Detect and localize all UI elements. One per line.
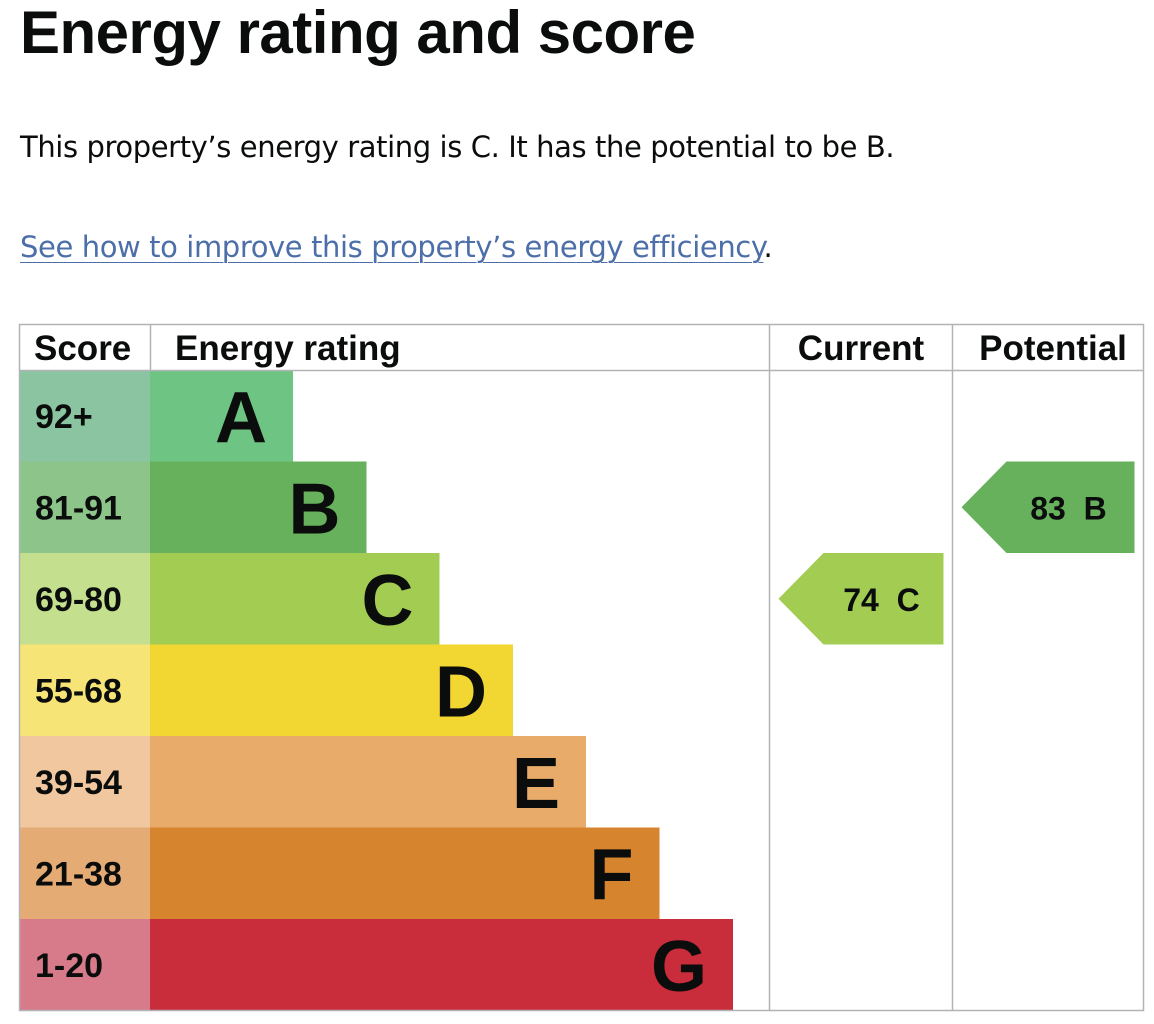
- header-potential: Potential: [979, 329, 1127, 368]
- score-range-f: 21-38: [35, 855, 122, 893]
- improve-link-line: See how to improve this property’s energ…: [20, 227, 773, 267]
- score-cell-c: [19, 553, 150, 645]
- header-energy-rating: Energy rating: [175, 329, 401, 368]
- score-range-d: 55-68: [35, 672, 122, 710]
- link-suffix: .: [763, 230, 773, 264]
- header-score: Score: [34, 329, 131, 368]
- current-rating-arrow: [778, 553, 944, 645]
- score-range-g: 1-20: [35, 947, 103, 985]
- score-range-c: 69-80: [35, 581, 122, 619]
- rating-letter-c: C: [362, 561, 414, 641]
- score-range-b: 81-91: [35, 489, 122, 527]
- rating-bar-e: [150, 736, 586, 828]
- score-cell-f: [19, 827, 150, 920]
- chart-border: [18, 323, 1145, 1012]
- score-cell-b: [19, 461, 150, 554]
- score-cell-a: [19, 370, 150, 462]
- score-range-a: 92+: [35, 398, 93, 436]
- rating-bar-b: [150, 461, 367, 554]
- improve-efficiency-link[interactable]: See how to improve this property’s energ…: [20, 230, 764, 264]
- rating-letter-d: D: [435, 652, 487, 732]
- potential-rating-arrow: [961, 461, 1135, 553]
- rating-pointers: 74 C 83 B: [778, 461, 1135, 645]
- rating-bar-g: [150, 919, 733, 1011]
- current-rating-label: 74 C: [843, 582, 919, 618]
- rating-letter-b: B: [289, 469, 341, 549]
- rating-summary: This property’s energy rating is C. It h…: [20, 130, 895, 164]
- rating-letter-f: F: [590, 835, 634, 915]
- rating-letter-e: E: [512, 744, 560, 824]
- page-title: Energy rating and score: [20, 0, 696, 66]
- rating-bar-a: [150, 370, 293, 462]
- rating-letter-g: G: [651, 927, 707, 1007]
- score-cell-e: [19, 736, 150, 828]
- header-current: Current: [798, 329, 925, 368]
- potential-rating-label: 83 B: [1030, 490, 1106, 526]
- rating-letter-a: A: [215, 378, 267, 458]
- chart-grid: [18, 323, 1145, 1012]
- score-cell-g: [19, 919, 150, 1011]
- score-cell-d: [19, 644, 150, 737]
- rating-bar-f: [150, 827, 660, 920]
- score-range-e: 39-54: [35, 764, 122, 802]
- rating-bar-d: [150, 644, 513, 737]
- rating-bar-c: [150, 553, 440, 645]
- rating-bands: 92+ A 81-91 B 69-80 C 55-68 D 39-54 E 21-38 F 1-20 G: [19, 370, 733, 1011]
